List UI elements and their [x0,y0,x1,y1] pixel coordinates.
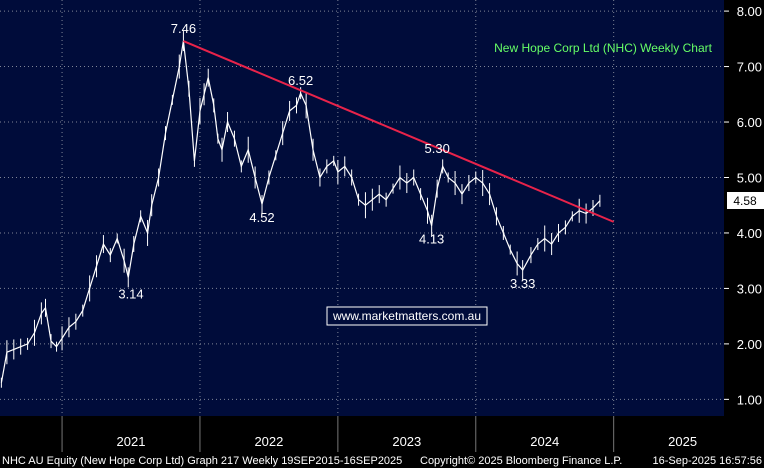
footer-left: NHC AU Equity (New Hope Corp Ltd) Graph … [2,455,402,467]
downtrend-line [183,40,615,223]
footer-right: 16-Sep-2025 16:57:56 [653,455,762,467]
x-axis-ticks: 2021 2022 2023 2024 2025 [61,416,697,452]
plot-background [0,0,724,416]
y-tick-label: 1.00 [737,392,762,407]
annotation-label: 4.52 [249,210,274,225]
last-price-box [727,192,764,209]
x-tick-label: 2022 [254,434,283,449]
footer-center: Copyright© 2025 Bloomberg Finance L.P. [420,455,622,467]
url-box[interactable] [326,306,488,326]
price-annotations: 7.46 3.14 6.52 4.52 5.30 4.13 3.33 [118,21,535,302]
gridlines [0,0,724,416]
x-tick-label: 2024 [530,434,559,449]
x-axis-panel [0,416,764,452]
y-tick-label: 5.00 [737,170,762,185]
chart-title: New Hope Corp Ltd (NHC) Weekly Chart [494,41,713,55]
annotation-label: 5.30 [425,141,450,156]
annotation-label: 6.52 [288,73,313,88]
price-series [0,31,601,388]
y-tick-label: 3.00 [737,281,762,296]
annotation-label: 3.14 [118,287,143,302]
y-axis-ticks: 1.00 2.00 3.00 4.00 5.00 6.00 7.00 8.00 [724,4,762,407]
annotation-label: 7.46 [171,21,196,36]
x-tick-label: 2023 [392,434,421,449]
annotation-label: 3.33 [510,276,535,291]
y-tick-label: 7.00 [737,60,762,75]
footer-bar [0,452,764,468]
y-tick-label: 2.00 [737,337,762,352]
last-price-label: 4.58 [733,194,757,208]
y-tick-label: 6.00 [737,115,762,130]
annotation-label: 4.13 [419,232,444,247]
url-text[interactable]: www.marketmatters.com.au [332,309,481,323]
x-tick-label: 2025 [668,434,697,449]
x-tick-label: 2021 [117,434,146,449]
y-tick-label: 8.00 [737,4,762,19]
y-tick-label: 4.00 [737,226,762,241]
